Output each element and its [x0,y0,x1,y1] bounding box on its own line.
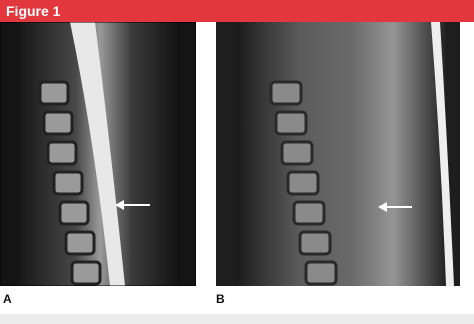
mri-image-b [216,22,460,286]
footer-strip [0,314,474,324]
figure-header: Figure 1 [0,0,474,22]
panel-label: B [216,292,225,306]
figure-title: Figure 1 [6,3,61,19]
panel-label: A [3,292,12,306]
mri-image-a [0,22,196,286]
